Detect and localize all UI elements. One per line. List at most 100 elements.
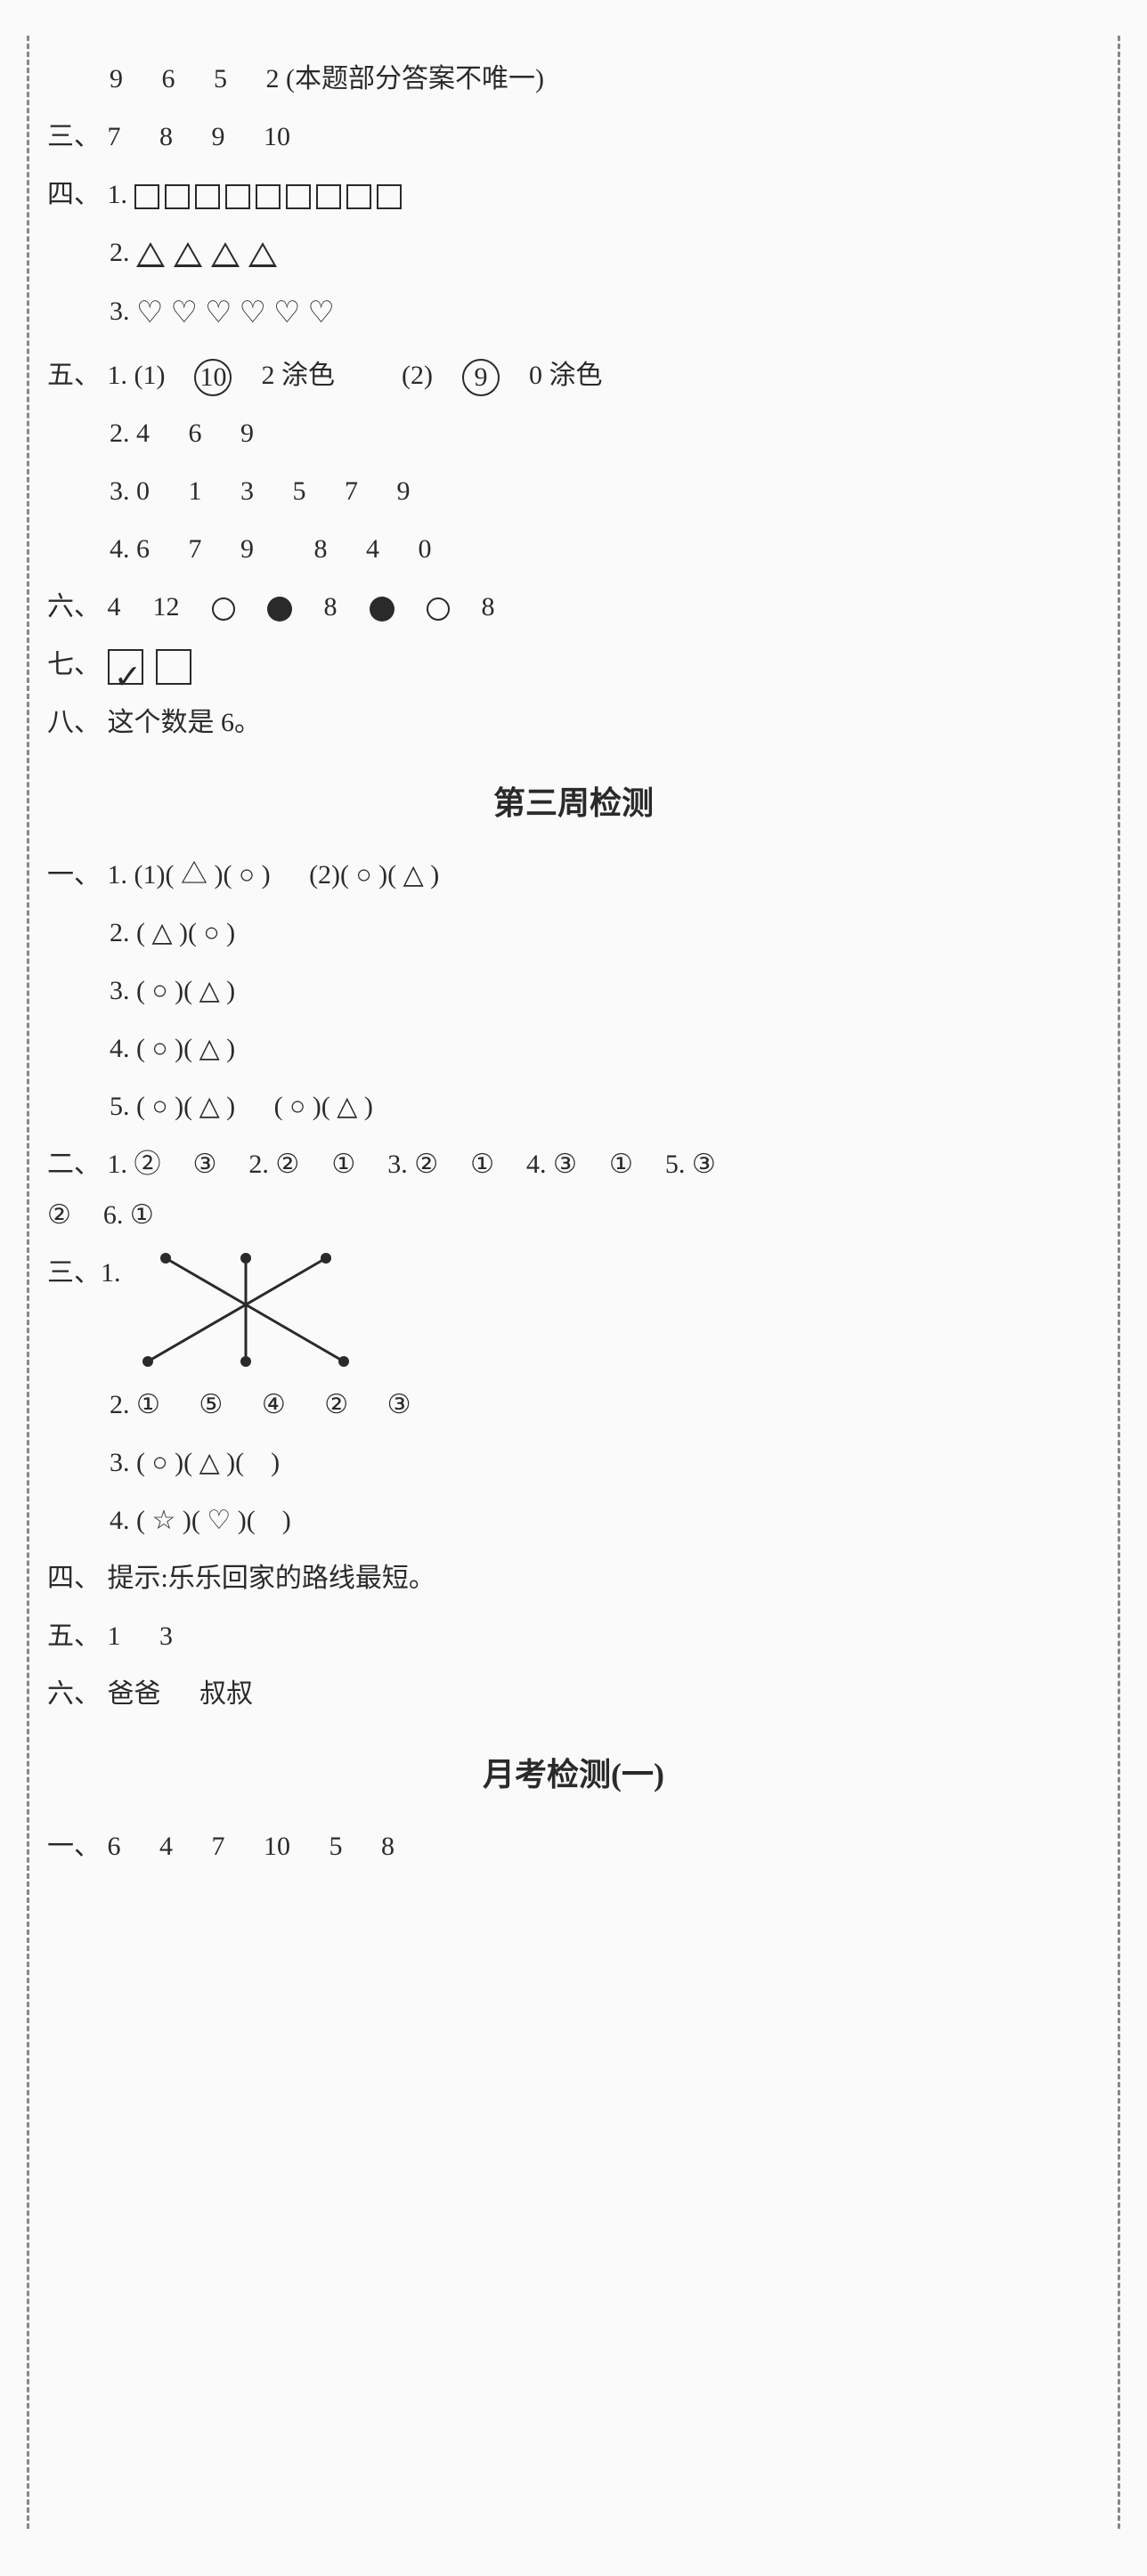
qnum: 2. <box>110 418 130 448</box>
w3-sec3-q2: 2. ① ⑤ ④ ② ③ <box>47 1379 1100 1430</box>
val: ⑤ <box>199 1390 223 1419</box>
val: ① <box>136 1390 160 1419</box>
seq-text: 8 <box>482 592 495 622</box>
seq-text: 4 <box>108 592 121 622</box>
w3-sec3-q4: 4. ( ☆ )( ♡ )( ) <box>47 1495 1100 1546</box>
ans: ③ <box>553 1150 577 1179</box>
val: ③ <box>387 1390 411 1419</box>
qnum: 2. <box>110 1390 130 1419</box>
val: 9 <box>212 122 225 151</box>
circled-number: 10 <box>194 359 232 396</box>
qnum: 1. <box>108 180 128 209</box>
answer-page: 9 6 5 2 (本题部分答案不唯一) 三、 7 8 9 10 四、 1. 2.… <box>27 36 1120 2529</box>
ans: ① <box>609 1150 633 1179</box>
val: 8 <box>314 534 328 564</box>
ans: ① <box>130 1200 154 1230</box>
val: 0 <box>136 476 150 506</box>
sec3: 三、 7 8 9 10 <box>47 111 1100 162</box>
section-label: 二、 <box>47 1150 101 1179</box>
sec4-q2: 2. <box>47 227 1100 278</box>
matching-diagram <box>130 1247 362 1372</box>
qnum: 5. <box>110 1092 130 1121</box>
ans: ( ○ )( △ )( ) <box>136 1448 280 1477</box>
val: 9 <box>240 534 254 564</box>
ans: ① <box>331 1150 355 1179</box>
val: 6 <box>108 1832 121 1861</box>
qnum: 6. <box>103 1200 130 1230</box>
seq-text: 8 <box>324 592 338 622</box>
circle-open-icon <box>427 597 450 621</box>
qnum: 1. <box>108 1150 134 1179</box>
qnum: 4. <box>526 1150 553 1179</box>
shapes-hearts: ♡♡♡♡♡♡ <box>136 297 342 326</box>
sec5-q2: 2. 4 6 9 <box>47 408 1100 459</box>
val: 9 <box>240 418 254 448</box>
qnum: 3. <box>110 297 130 326</box>
qnum: 3. <box>387 1150 414 1179</box>
w3-sec5: 五、 1 3 <box>47 1611 1100 1662</box>
section-label: 四、 <box>47 180 101 209</box>
circle-open-icon <box>212 597 235 621</box>
heart-icon: ♡ <box>239 285 265 343</box>
section-label: 六、 <box>47 592 101 622</box>
square-icon <box>195 184 220 209</box>
part: ( ○ )( △ ) <box>274 1092 373 1121</box>
ans: ③ <box>193 1150 217 1179</box>
note: (本题部分答案不唯一) <box>286 64 544 93</box>
heart-icon: ♡ <box>307 285 334 343</box>
qnum: 3. <box>110 476 130 506</box>
qnum: 4. <box>110 1506 130 1535</box>
part-label: (1) <box>134 361 166 390</box>
section-label: 四、 <box>47 1564 101 1593</box>
heart-icon: ♡ <box>273 285 300 343</box>
sec4-q3: 3. ♡♡♡♡♡♡ <box>47 285 1100 343</box>
square-icon <box>377 184 402 209</box>
circled-number: 9 <box>462 359 500 396</box>
heart-icon: ♡ <box>170 285 197 343</box>
w3-sec1-q3: 3. ( ○ )( △ ) <box>47 965 1100 1016</box>
qnum: 1. <box>108 361 128 390</box>
checkbox-empty-icon <box>156 649 191 685</box>
shapes-triangles <box>136 238 286 267</box>
val: 8 <box>159 122 173 151</box>
ans: ② <box>47 1200 71 1230</box>
circle-filled-icon <box>267 597 292 622</box>
top-row: 9 6 5 2 (本题部分答案不唯一) <box>47 53 1100 104</box>
qnum: 4. <box>110 534 130 564</box>
sec8: 八、 这个数是 6。 <box>47 697 1100 748</box>
val: 1 <box>189 476 202 506</box>
ans: ② <box>275 1150 299 1179</box>
m1-sec1: 一、 6 4 7 10 5 8 <box>47 1821 1100 1872</box>
sec5-q4: 4. 6 7 9 8 4 0 <box>47 524 1100 574</box>
val: 1 <box>108 1621 121 1651</box>
w3-sec2-items: 1. ②③2. ②①3. ②①4. ③①5. ③②6. ① <box>47 1150 716 1230</box>
val: 7 <box>189 534 202 564</box>
num: 2 <box>266 64 280 93</box>
w3-sec6: 六、 爸爸 叔叔 <box>47 1669 1100 1719</box>
triangle-icon <box>211 242 240 267</box>
square-icon <box>225 184 250 209</box>
val: 8 <box>381 1832 395 1861</box>
w3-sec1-q4: 4. ( ○ )( △ ) <box>47 1023 1100 1074</box>
part: (2)( ○ )( △ ) <box>309 860 439 890</box>
part-label: (2) <box>402 361 433 390</box>
ans: ( ○ )( △ ) <box>136 976 235 1005</box>
val: 7 <box>108 122 121 151</box>
val: 4 <box>366 534 379 564</box>
ans: ② <box>134 1150 161 1179</box>
ans: ( ○ )( △ ) <box>136 1034 235 1063</box>
after-text: 0 涂色 <box>529 361 603 390</box>
answer-text: 提示:乐乐回家的路线最短。 <box>108 1564 435 1593</box>
ans: ( ☆ )( ♡ )( ) <box>136 1506 291 1535</box>
qnum: 2. <box>110 918 130 947</box>
qnum: 2. <box>248 1150 275 1179</box>
val: 10 <box>264 1832 290 1861</box>
square-icon <box>346 184 371 209</box>
ans: ① <box>470 1150 494 1179</box>
sec6-sequence: 41288 <box>108 592 527 622</box>
num: 6 <box>162 64 175 93</box>
heart-icon: ♡ <box>205 285 232 343</box>
sec4-q1: 四、 1. <box>47 169 1100 220</box>
val: 3 <box>240 476 254 506</box>
ans: ( △ )( ○ ) <box>136 918 235 947</box>
